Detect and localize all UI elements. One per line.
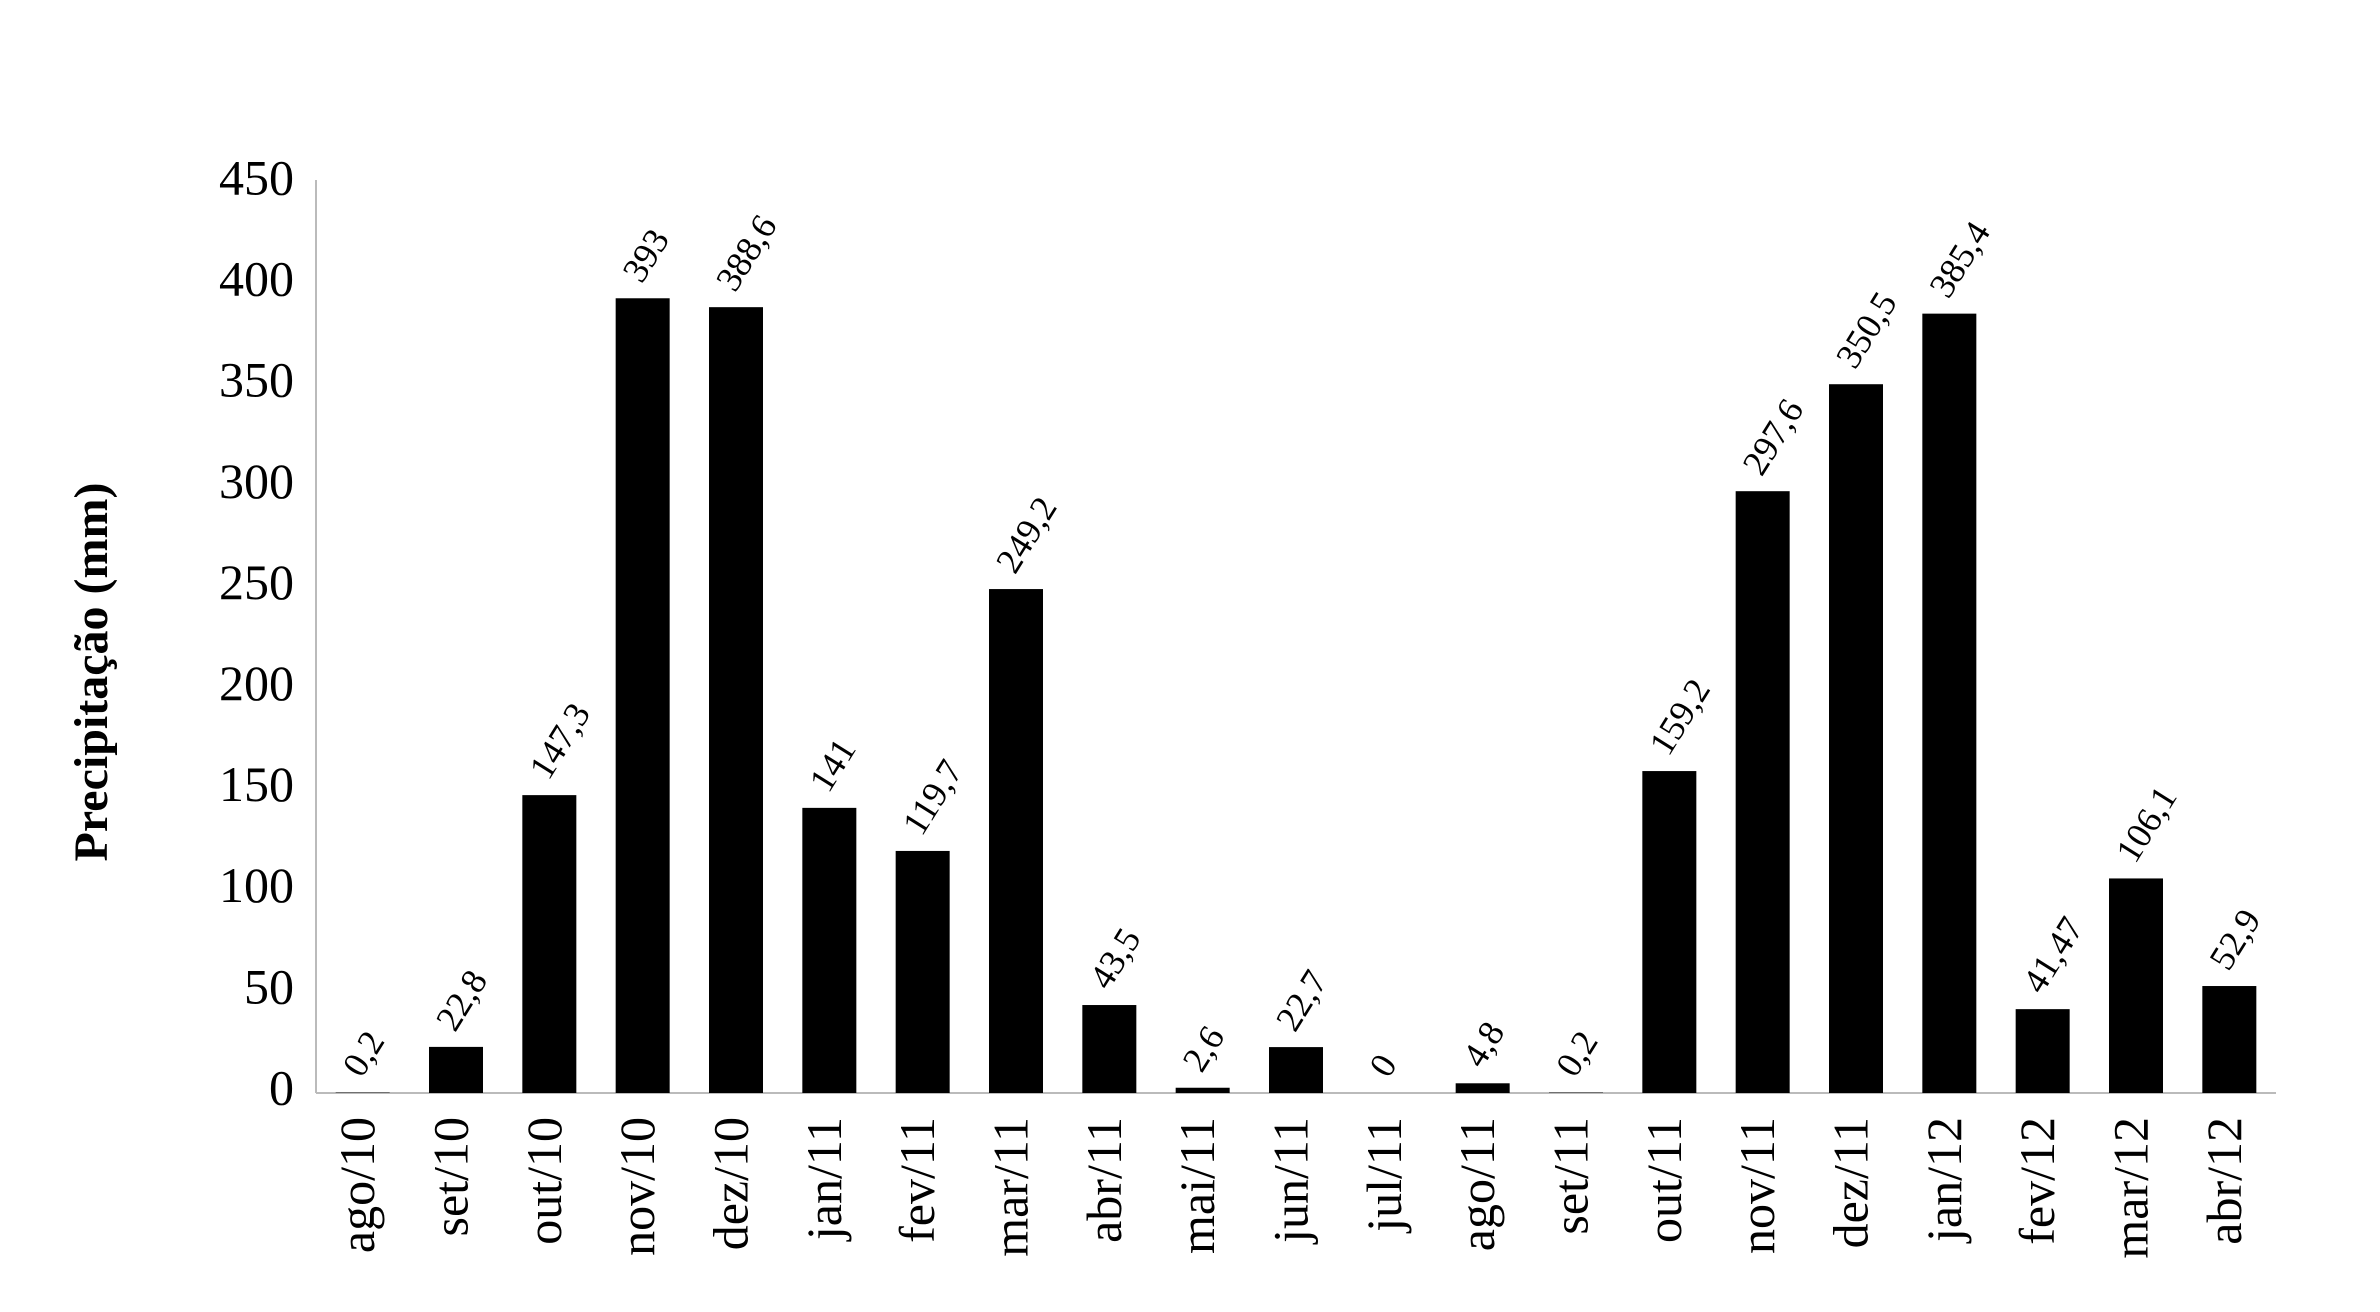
y-tick-label: 250 (219, 554, 294, 610)
bar (709, 307, 763, 1094)
bar (1082, 1005, 1137, 1093)
y-tick-label: 450 (219, 149, 294, 205)
x-tick-label: fev/11 (889, 1117, 945, 1243)
y-tick-label: 400 (219, 251, 294, 307)
x-tick-label: mai/11 (1169, 1117, 1225, 1254)
x-tick-label: ago/10 (329, 1117, 385, 1253)
x-tick-label: abr/11 (1076, 1117, 1132, 1243)
x-tick-label: dez/10 (702, 1117, 758, 1250)
x-tick-label: set/10 (422, 1117, 478, 1236)
x-tick-label: mar/12 (2102, 1117, 2158, 1259)
x-tick-label: set/11 (1542, 1117, 1598, 1235)
bar (989, 589, 1043, 1093)
x-tick-label: mar/11 (982, 1117, 1038, 1257)
x-tick-label: out/11 (1636, 1117, 1692, 1243)
bar (802, 807, 857, 1093)
y-tick-label: 350 (219, 352, 294, 408)
bar (1175, 1087, 1230, 1093)
bar (1922, 313, 1977, 1093)
x-tick-label: dez/11 (1822, 1117, 1878, 1248)
bar (429, 1046, 483, 1093)
bar (2202, 986, 2257, 1093)
x-tick-label: jan/12 (1916, 1117, 1972, 1244)
x-tick-label: jun/11 (1262, 1117, 1318, 1245)
bar (1269, 1047, 1323, 1093)
bar (1829, 384, 1883, 1093)
bar (615, 298, 670, 1093)
x-tick-label: out/10 (516, 1117, 572, 1245)
x-tick-label: abr/12 (2196, 1117, 2252, 1245)
y-tick-label: 0 (269, 1059, 294, 1115)
bar (895, 850, 950, 1093)
x-tick-label: ago/11 (1449, 1117, 1505, 1251)
y-tick-label: 150 (219, 756, 294, 812)
x-tick-label: fev/12 (2009, 1117, 2065, 1245)
bar (2015, 1009, 2070, 1093)
y-tick-label: 300 (219, 453, 294, 509)
bar (522, 795, 577, 1093)
x-tick-label: nov/10 (609, 1117, 665, 1256)
y-tick-label: 200 (219, 655, 294, 711)
bar (1735, 491, 1790, 1094)
x-tick-label: jul/11 (1356, 1117, 1412, 1234)
bar (2109, 878, 2163, 1093)
x-tick-label: jan/11 (796, 1117, 852, 1242)
y-tick-label: 100 (219, 857, 294, 913)
y-axis-title: Precipitação (mm) (65, 483, 118, 862)
y-tick-label: 50 (244, 958, 294, 1014)
x-tick-label: nov/11 (1729, 1117, 1785, 1254)
bar (1455, 1083, 1510, 1093)
bar (1642, 771, 1697, 1093)
